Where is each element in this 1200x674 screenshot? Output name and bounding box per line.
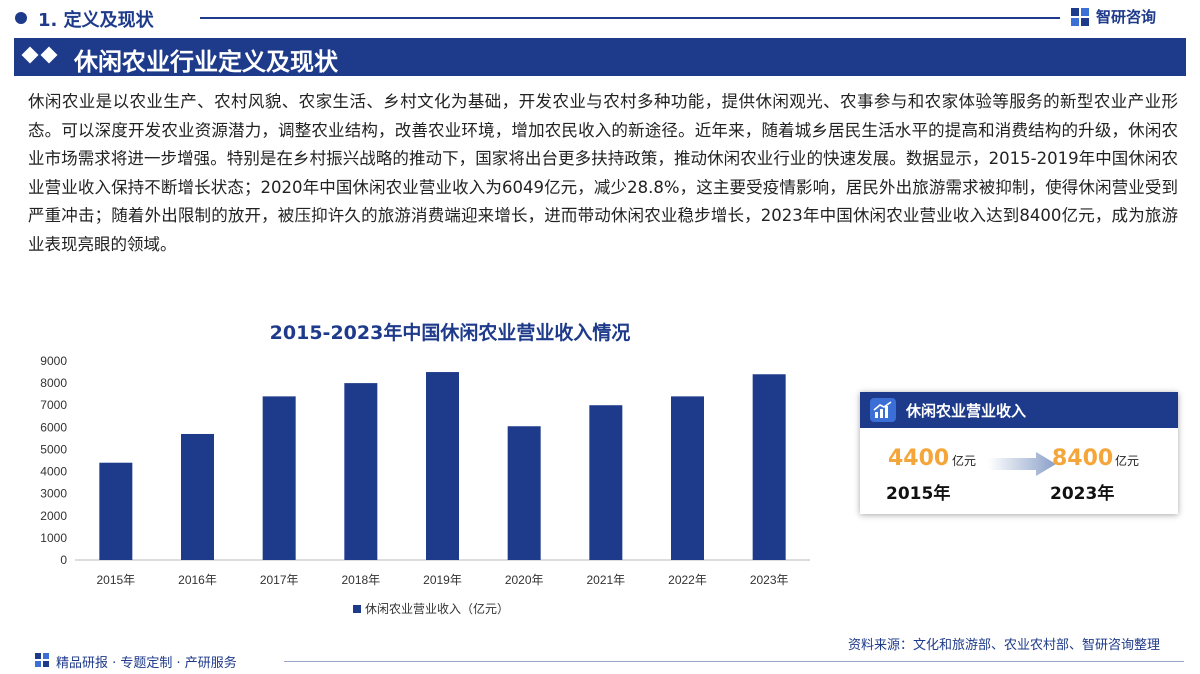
start-year: 2015年: [886, 484, 951, 504]
bar: [752, 374, 786, 560]
brand: 智研咨询: [1070, 6, 1156, 27]
y-tick-label: 4000: [40, 465, 67, 479]
description-paragraph: 休闲农业是以农业生产、农村风貌、农家生活、乡村文化为基础，开发农业与农村多种功能…: [28, 92, 1178, 254]
brand-name: 智研咨询: [1096, 8, 1157, 26]
page-title: 休闲农业行业定义及现状: [74, 48, 338, 76]
right-arrow-icon: [988, 452, 1056, 476]
diamond-decoration-icon: [21, 46, 59, 64]
header-divider: [200, 17, 1060, 19]
top-header: 1. 定义及现状 智研咨询: [0, 0, 1200, 36]
x-tick-label: 2020年: [505, 573, 544, 587]
x-tick-label: 2017年: [260, 573, 299, 587]
y-tick-label: 2000: [40, 509, 67, 523]
growth-chart-icon: [870, 398, 896, 422]
x-tick-label: 2023年: [750, 573, 789, 587]
footer-logo-icon: [35, 653, 49, 667]
x-tick-label: 2016年: [178, 573, 217, 587]
x-tick-label: 2021年: [586, 573, 625, 587]
end-value: 8400: [1052, 446, 1114, 471]
chart-title: 2015-2023年中国休闲农业营业收入情况: [269, 322, 631, 344]
y-tick-label: 8000: [40, 376, 67, 390]
summary-card-header: 休闲农业营业收入: [860, 392, 1178, 428]
y-tick-label: 7000: [40, 398, 67, 412]
y-tick-label: 3000: [40, 487, 67, 501]
start-unit: 亿元: [952, 454, 977, 468]
footer: 精品研报 · 专题定制 · 产研服务: [14, 648, 1186, 674]
bar: [99, 462, 133, 560]
x-tick-label: 2019年: [423, 573, 462, 587]
legend-label: 休闲农业营业收入（亿元）: [365, 601, 509, 616]
bar: [589, 405, 623, 560]
x-tick-label: 2022年: [668, 573, 707, 587]
footer-slogan: 精品研报 · 专题定制 · 产研服务: [56, 656, 237, 671]
legend-swatch: [353, 605, 361, 613]
y-tick-label: 5000: [40, 442, 67, 456]
brand-logo-icon: [1071, 7, 1089, 26]
bar-chart: 0 1000 2000 3000 4000 5000 6000 7000 8000 9000 201…: [40, 354, 810, 616]
section-heading: 1. 定义及现状: [38, 10, 154, 31]
bar: [507, 426, 541, 560]
x-tick-label: 2015年: [96, 573, 135, 587]
data-source: 资料来源：文化和旅游部、农业农村部、智研咨询整理: [847, 638, 1160, 653]
bar: [181, 433, 214, 560]
y-tick-label: 6000: [40, 420, 67, 434]
section-dot-icon: [15, 12, 27, 24]
title-bar: 休闲农业行业定义及现状: [14, 38, 1186, 76]
bar: [426, 372, 459, 560]
x-tick-label: 2018年: [341, 573, 380, 587]
footer-divider: [284, 661, 1184, 662]
start-value: 4400: [888, 446, 950, 471]
bar: [671, 396, 704, 560]
y-tick-label: 1000: [40, 531, 67, 545]
y-tick-label: 0: [60, 553, 67, 567]
bar: [262, 396, 296, 560]
bar: [344, 383, 378, 560]
summary-card: 休闲农业营业收入 4400 亿元 2015年 8400 亿元 2023年: [860, 392, 1178, 514]
summary-card-title: 休闲农业营业收入: [906, 402, 1027, 420]
end-year: 2023年: [1050, 484, 1115, 504]
end-unit: 亿元: [1115, 454, 1140, 468]
y-tick-label: 9000: [40, 354, 67, 368]
